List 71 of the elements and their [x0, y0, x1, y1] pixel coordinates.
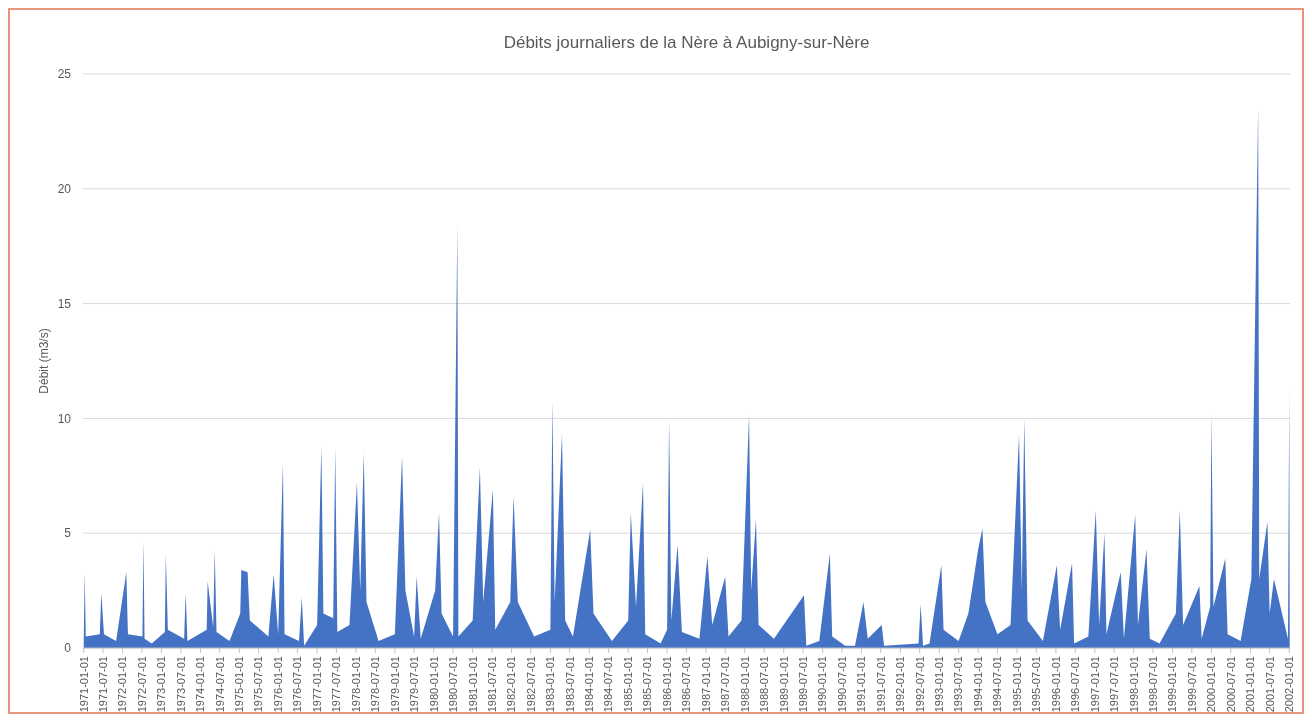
y-tick-label: 25 — [57, 67, 72, 82]
x-tick-label: 1990-01-01 — [816, 656, 829, 713]
x-tick-label: 1977-07-01 — [330, 656, 343, 713]
x-tick-label: 1972-07-01 — [135, 656, 148, 713]
x-tick-label: 1992-01-01 — [894, 656, 907, 713]
x-tick-label: 1998-01-01 — [1127, 656, 1140, 713]
x-tick-label: 1979-01-01 — [388, 656, 401, 713]
x-tick-label: 1977-01-01 — [310, 656, 323, 713]
x-tick-label: 1994-01-01 — [972, 656, 985, 713]
x-tick-label: 1975-07-01 — [252, 656, 265, 713]
x-tick-label: 1987-01-01 — [699, 656, 712, 713]
x-tick-label: 1971-01-01 — [77, 656, 90, 713]
x-tick-label: 1974-01-01 — [194, 656, 207, 713]
x-tick-label: 1994-07-01 — [991, 656, 1004, 713]
x-tick-label: 1978-07-01 — [369, 656, 382, 713]
x-tick-label: 1988-07-01 — [758, 656, 771, 713]
x-tick-label: 1991-07-01 — [874, 656, 887, 713]
x-tick-label: 1973-01-01 — [155, 656, 168, 713]
x-tick-label: 1996-07-01 — [1069, 656, 1082, 713]
x-tick-label: 1974-07-01 — [213, 656, 226, 713]
x-tick-label: 2000-01-01 — [1205, 656, 1218, 713]
x-tick-label: 1975-01-01 — [233, 656, 246, 713]
x-tick-label: 1999-07-01 — [1185, 656, 1198, 713]
x-tick-label: 1972-01-01 — [116, 656, 129, 713]
x-tick-label: 1986-07-01 — [680, 656, 693, 713]
x-tick-label: 1986-01-01 — [660, 656, 673, 713]
x-tick-label: 1995-07-01 — [1030, 656, 1043, 713]
x-tick-label: 1978-01-01 — [349, 656, 362, 713]
x-tick-label: 2000-07-01 — [1224, 656, 1237, 713]
x-tick-label: 1987-07-01 — [719, 656, 732, 713]
x-tick-label: 1989-01-01 — [777, 656, 790, 713]
x-tick-label: 1971-07-01 — [96, 656, 109, 713]
x-tick-label: 1990-07-01 — [835, 656, 848, 713]
x-tick-label: 1985-01-01 — [622, 656, 635, 713]
x-tick-label: 1973-07-01 — [174, 656, 187, 713]
x-tick-label: 1999-01-01 — [1166, 656, 1179, 713]
x-tick-label: 1996-01-01 — [1049, 656, 1062, 713]
x-tick-label: 1997-07-01 — [1107, 656, 1120, 713]
x-tick-label: 1997-01-01 — [1088, 656, 1101, 713]
x-tick-label: 1979-07-01 — [407, 656, 420, 713]
y-tick-label: 10 — [57, 411, 72, 426]
y-tick-label: 0 — [64, 641, 72, 656]
x-tick-label: 1993-01-01 — [933, 656, 946, 713]
x-tick-label: 2001-01-01 — [1244, 656, 1257, 713]
x-tick-label: 1992-07-01 — [913, 656, 926, 713]
x-tick-label: 1976-07-01 — [291, 656, 304, 713]
x-tick-label: 1983-07-01 — [563, 656, 576, 713]
x-tick-label: 2001-07-01 — [1263, 656, 1276, 713]
x-tick-label: 1984-01-01 — [583, 656, 596, 713]
x-tick-label: 1993-07-01 — [952, 656, 965, 713]
chart-title: Débits journaliers de la Nère à Aubigny-sur-Nère — [503, 33, 870, 52]
y-tick-label: 20 — [57, 182, 72, 196]
x-tick-label: 1988-01-01 — [738, 656, 751, 713]
x-tick-label: 1980-01-01 — [427, 656, 440, 713]
x-tick-label: 1980-07-01 — [446, 656, 459, 713]
y-axis-title: Débit (m3/s) — [37, 328, 51, 394]
x-tick-label: 1982-01-01 — [505, 656, 518, 713]
x-tick-label: 1983-01-01 — [544, 656, 557, 713]
x-tick-label: 1995-01-01 — [1010, 656, 1023, 713]
x-tick-label: 1989-07-01 — [796, 656, 809, 713]
y-tick-label: 15 — [57, 296, 72, 311]
x-tick-label: 1976-01-01 — [272, 656, 284, 713]
x-tick-label: 1991-01-01 — [855, 656, 868, 713]
x-tick-label: 1998-07-01 — [1146, 656, 1159, 713]
x-tick-label: 1984-07-01 — [602, 656, 615, 713]
x-tick-label: 2002-01-01 — [1283, 656, 1296, 713]
x-tick-label: 1981-01-01 — [466, 656, 479, 713]
x-tick-label: 1981-07-01 — [485, 656, 498, 713]
y-tick-label: 5 — [64, 526, 72, 541]
x-tick-label: 1982-07-01 — [524, 656, 537, 713]
x-tick-label: 1985-07-01 — [641, 656, 654, 713]
